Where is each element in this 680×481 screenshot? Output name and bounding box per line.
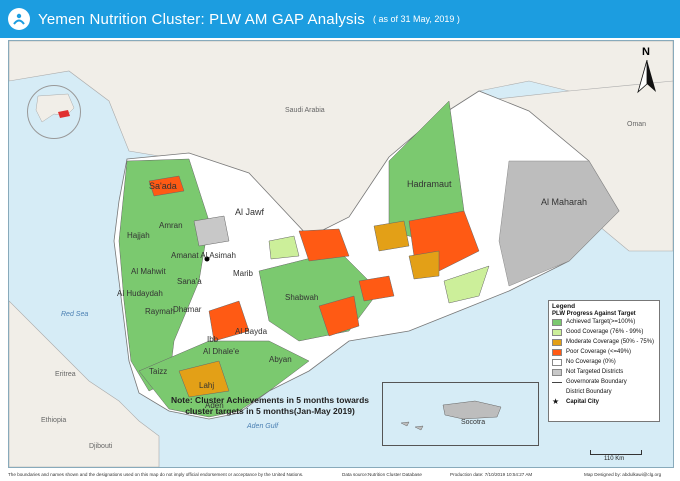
note-line-2: cluster targets in 5 months(Jan-May 2019… bbox=[185, 406, 355, 416]
district-poor-4 bbox=[148, 175, 185, 197]
label-aden-gulf: Aden Gulf bbox=[247, 423, 279, 430]
footer-disclaimer: The boundaries and names shown and the d… bbox=[8, 472, 304, 477]
label-shabwah: Shabwah bbox=[285, 293, 319, 302]
legend-label: Achieved Target(>=100%) bbox=[566, 319, 636, 325]
legend-label: Capital City bbox=[566, 399, 600, 405]
socotra-inset: Socotra bbox=[382, 382, 539, 446]
footer-designer: Map Designed by: abdulkawi@clg.org bbox=[584, 472, 662, 477]
legend-line-item: District Boundary bbox=[552, 387, 656, 397]
legend-label: Poor Coverage (<=49%) bbox=[566, 349, 632, 355]
label-ibb: Ibb bbox=[207, 335, 219, 344]
label-al-dhale: Al Dhale'e bbox=[203, 347, 240, 356]
header-bar: Yemen Nutrition Cluster: PLW AM GAP Anal… bbox=[0, 0, 680, 38]
label-al-bayda: Al Bayda bbox=[235, 327, 268, 336]
label-saudi-arabia: Saudi Arabia bbox=[285, 107, 325, 114]
legend-item: Good Coverage (76% - 99%) bbox=[552, 327, 656, 337]
map-note: Note: Cluster Achievements in 5 months t… bbox=[160, 395, 380, 417]
legend-label: No Coverage (0%) bbox=[566, 359, 616, 365]
footer-production: Production date: 7/10/2019 10:54:27 AM bbox=[450, 472, 533, 477]
legend-label: Governorate Boundary bbox=[566, 379, 627, 385]
label-hadramaut: Hadramaut bbox=[407, 179, 452, 189]
district-poor-3 bbox=[318, 295, 360, 337]
legend-label: Not Targeted Districts bbox=[566, 369, 624, 375]
legend-item: Poor Coverage (<=49%) bbox=[552, 347, 656, 357]
legend-swatch bbox=[552, 328, 562, 336]
label-lahj: Lahj bbox=[199, 381, 215, 390]
district-good-1 bbox=[443, 265, 490, 304]
district-moderate-2 bbox=[408, 250, 440, 280]
legend-swatch bbox=[552, 358, 562, 366]
legend-swatch bbox=[552, 368, 562, 376]
district-al-maharah bbox=[498, 160, 620, 287]
label-al-jawf: Al Jawf bbox=[235, 207, 265, 217]
label-dhamar: Dhamar bbox=[173, 305, 202, 314]
legend-capital-item: ★ Capital City bbox=[552, 397, 656, 407]
label-saada: Sa'ada bbox=[149, 181, 177, 191]
north-arrow-label: N bbox=[642, 46, 650, 58]
legend-label: Moderate Coverage (50% - 75%) bbox=[566, 339, 655, 345]
page-subtitle: ( as of 31 May, 2019 ) bbox=[373, 14, 460, 24]
district-good-2 bbox=[268, 235, 300, 260]
legend-item: Achieved Target(>=100%) bbox=[552, 317, 656, 327]
capital-star-icon: ★ bbox=[552, 397, 560, 406]
footer: The boundaries and names shown and the d… bbox=[0, 468, 680, 481]
label-raymah: Raymah bbox=[145, 307, 175, 316]
governorate-line-icon bbox=[552, 381, 562, 383]
label-al-maharah: Al Maharah bbox=[541, 197, 588, 207]
map-svg bbox=[9, 41, 673, 467]
district-moderate-3 bbox=[178, 360, 230, 398]
label-sanaa: Sana'a bbox=[177, 277, 202, 286]
label-red-sea: Red Sea bbox=[61, 311, 89, 318]
label-djibouti: Djibouti bbox=[89, 443, 113, 450]
page-title: Yemen Nutrition Cluster: PLW AM GAP Anal… bbox=[38, 10, 365, 28]
cluster-logo-icon bbox=[8, 8, 30, 30]
scale-bar bbox=[590, 450, 642, 455]
legend-swatch bbox=[552, 338, 562, 346]
label-abyan: Abyan bbox=[269, 355, 292, 364]
legend-subtitle: PLW Progress Against Target bbox=[552, 311, 636, 317]
district-line-icon bbox=[552, 391, 562, 393]
map-frame[interactable]: Saudi Arabia Oman Eritrea Ethiopia Djibo… bbox=[8, 40, 674, 468]
label-eritrea: Eritrea bbox=[55, 371, 76, 378]
note-line-1: Note: Cluster Achievements in 5 months t… bbox=[170, 395, 370, 405]
label-aden: Aden bbox=[205, 401, 224, 410]
capital-city-marker bbox=[204, 256, 210, 262]
legend-item: Moderate Coverage (50% - 75%) bbox=[552, 337, 656, 347]
legend-item: No Coverage (0%) bbox=[552, 357, 656, 367]
label-marib: Marib bbox=[233, 269, 254, 278]
legend-swatch bbox=[552, 318, 562, 326]
legend-label: District Boundary bbox=[566, 389, 612, 395]
label-amran: Amran bbox=[159, 221, 183, 230]
district-poor-6 bbox=[358, 275, 395, 302]
district-poor-2 bbox=[298, 228, 350, 262]
footer-source: Data source:Nutrition Cluster Database bbox=[342, 472, 422, 477]
legend-line-item: Governorate Boundary bbox=[552, 377, 656, 387]
legend-item: Not Targeted Districts bbox=[552, 367, 656, 377]
label-ethiopia: Ethiopia bbox=[41, 417, 67, 424]
label-al-mahwit: Al Mahwit bbox=[131, 267, 166, 276]
north-arrow-icon: N bbox=[636, 46, 658, 94]
label-socotra: Socotra bbox=[461, 419, 486, 426]
label-taizz: Taizz bbox=[149, 367, 168, 376]
legend-swatch bbox=[552, 348, 562, 356]
label-al-hudaydah: Al Hudaydah bbox=[117, 289, 163, 298]
legend-label: Good Coverage (76% - 99%) bbox=[566, 329, 644, 335]
land-africa bbox=[9, 300, 160, 467]
district-moderate-1 bbox=[373, 220, 410, 252]
locator-globe bbox=[27, 85, 81, 139]
label-amanat-al-asimah: Amanat Al Asimah bbox=[171, 251, 236, 260]
label-oman: Oman bbox=[627, 121, 647, 128]
district-poor-5 bbox=[208, 300, 250, 342]
district-not-targeted-1 bbox=[193, 215, 230, 247]
legend-title: Legend bbox=[552, 303, 576, 310]
map-legend: Legend PLW Progress Against Target Achie… bbox=[548, 300, 660, 422]
label-hajjah: Hajjah bbox=[127, 231, 150, 240]
land-yemen bbox=[113, 90, 620, 420]
scale-label: 110 Km bbox=[604, 456, 625, 462]
